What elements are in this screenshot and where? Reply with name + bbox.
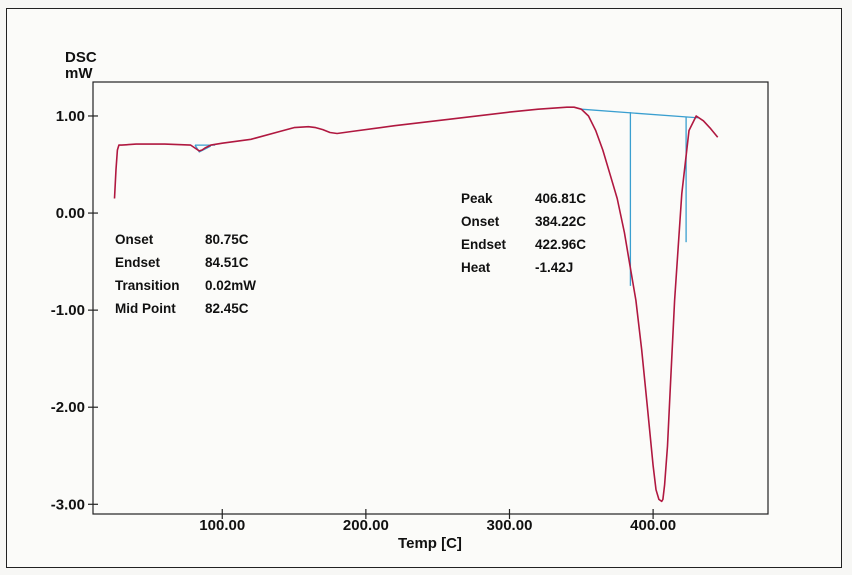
peak-annotation-value: -1.42J — [535, 260, 573, 275]
plot-area — [92, 81, 769, 515]
baseline-line — [581, 108, 700, 119]
x-tick-label: 400.00 — [630, 517, 676, 534]
x-tick-label: 200.00 — [343, 517, 389, 534]
glass-annotation-label: Mid Point — [115, 301, 176, 316]
glass-annotation-value: 82.45C — [205, 301, 249, 316]
glass-annotation-value: 0.02mW — [205, 278, 256, 293]
y-tick-label: 1.00 — [56, 108, 85, 125]
x-axis-title: Temp [C] — [398, 535, 462, 552]
x-tick-label: 300.00 — [487, 517, 533, 534]
y-axis-unit: mW — [65, 65, 93, 82]
y-tick-label: -2.00 — [51, 399, 85, 416]
peak-annotation-value: 406.81C — [535, 191, 586, 206]
peak-annotation-value: 384.22C — [535, 214, 586, 229]
chart-frame — [6, 8, 842, 568]
y-axis-title: DSC — [65, 49, 97, 66]
y-tick-label: -3.00 — [51, 496, 85, 513]
y-tick-label: 0.00 — [56, 205, 85, 222]
peak-annotation-label: Heat — [461, 260, 491, 275]
y-tick-label: -1.00 — [51, 302, 85, 319]
glass-annotation-label: Onset — [115, 232, 154, 247]
glass-annotation-value: 80.75C — [205, 232, 249, 247]
glass-annotation-value: 84.51C — [205, 255, 249, 270]
peak-annotation-value: 422.96C — [535, 237, 586, 252]
x-tick-label: 100.00 — [199, 517, 245, 534]
peak-annotation-label: Peak — [461, 191, 493, 206]
peak-annotation-label: Endset — [461, 237, 507, 252]
glass-annotation-label: Endset — [115, 255, 161, 270]
peak-annotation-label: Onset — [461, 214, 500, 229]
glass-annotation-label: Transition — [115, 278, 180, 293]
dsc-curve — [113, 106, 719, 503]
